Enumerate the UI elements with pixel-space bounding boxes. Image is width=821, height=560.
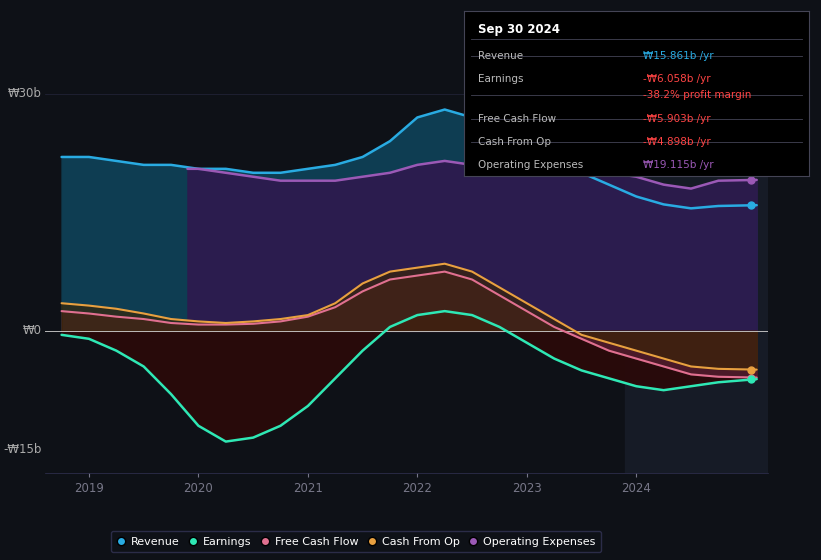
- Bar: [626, 70, 768, 473]
- Text: -38.2% profit margin: -38.2% profit margin: [643, 91, 751, 100]
- Text: Revenue: Revenue: [478, 51, 523, 61]
- Text: Operating Expenses: Operating Expenses: [478, 160, 583, 170]
- Text: ₩0: ₩0: [22, 324, 42, 337]
- Text: ₩15.861b /yr: ₩15.861b /yr: [643, 51, 713, 61]
- Text: ₩19.115b /yr: ₩19.115b /yr: [643, 160, 713, 170]
- Text: -₩5.903b /yr: -₩5.903b /yr: [643, 114, 711, 124]
- Text: Sep 30 2024: Sep 30 2024: [478, 23, 560, 36]
- Text: Earnings: Earnings: [478, 74, 523, 84]
- Text: Free Cash Flow: Free Cash Flow: [478, 114, 556, 124]
- Text: -₩4.898b /yr: -₩4.898b /yr: [643, 137, 711, 147]
- Text: Cash From Op: Cash From Op: [478, 137, 551, 147]
- Legend: Revenue, Earnings, Free Cash Flow, Cash From Op, Operating Expenses: Revenue, Earnings, Free Cash Flow, Cash …: [111, 531, 601, 552]
- Text: -₩15b: -₩15b: [3, 443, 42, 456]
- Text: -₩6.058b /yr: -₩6.058b /yr: [643, 74, 711, 84]
- Text: ₩30b: ₩30b: [7, 87, 42, 100]
